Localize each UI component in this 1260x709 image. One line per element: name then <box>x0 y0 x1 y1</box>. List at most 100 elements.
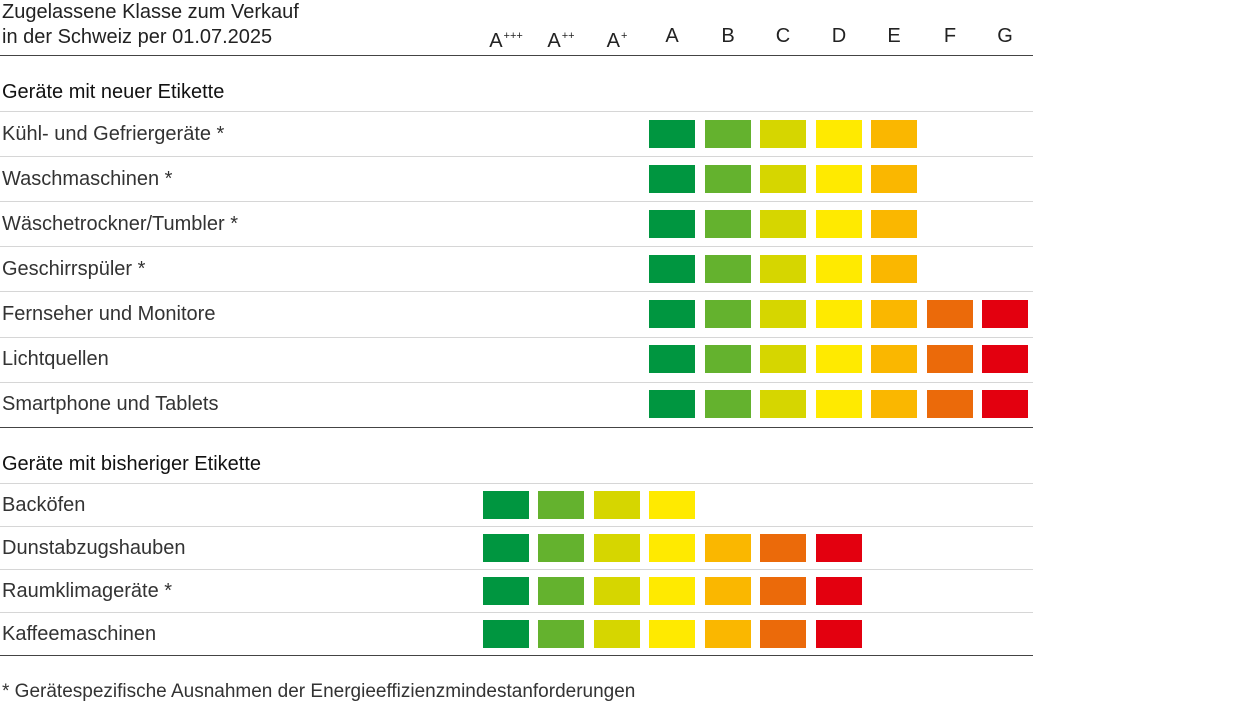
energy-class-cell <box>705 300 751 328</box>
energy-class-cell <box>649 577 695 605</box>
row-divider <box>0 337 1033 338</box>
energy-class-cell <box>927 390 973 418</box>
chart-title-line-2: in der Schweiz per 01.07.2025 <box>2 26 273 48</box>
energy-class-cell <box>927 345 973 373</box>
energy-class-cell <box>705 534 751 562</box>
section-end-divider <box>0 655 1033 656</box>
energy-class-cell <box>705 210 751 238</box>
column-label-base: C <box>775 25 791 47</box>
column-label: A <box>647 24 697 48</box>
energy-class-cell <box>871 345 917 373</box>
energy-class-cell <box>649 255 695 283</box>
section-end-divider <box>0 427 1033 428</box>
energy-class-cell <box>649 390 695 418</box>
row-label: Kaffeemaschinen <box>2 623 157 645</box>
column-label-base: D <box>831 25 847 47</box>
row-label: Geschirrspüler * <box>2 258 146 280</box>
column-label: G <box>980 24 1030 48</box>
row-label: Wäschetrockner/Tumbler * <box>2 213 238 235</box>
energy-class-cell <box>594 620 640 648</box>
energy-class-cell <box>649 210 695 238</box>
energy-class-cell <box>538 620 584 648</box>
energy-class-cell <box>760 210 806 238</box>
energy-class-cell <box>816 165 862 193</box>
energy-class-cell <box>649 165 695 193</box>
column-label: F <box>925 24 975 48</box>
row-label: Waschmaschinen * <box>2 168 173 190</box>
energy-class-cell <box>760 534 806 562</box>
energy-class-cell <box>705 165 751 193</box>
column-label-base: G <box>997 25 1013 47</box>
energy-class-cell <box>649 620 695 648</box>
energy-class-cell <box>483 577 529 605</box>
energy-class-cell <box>760 390 806 418</box>
energy-class-cell <box>649 491 695 519</box>
energy-class-cell <box>816 534 862 562</box>
energy-class-cell <box>649 300 695 328</box>
energy-class-cell <box>816 255 862 283</box>
energy-class-cell <box>816 390 862 418</box>
energy-class-cell <box>760 345 806 373</box>
energy-class-cell <box>816 120 862 148</box>
row-divider <box>0 111 1033 112</box>
energy-class-cell <box>871 390 917 418</box>
column-label: B <box>703 24 753 48</box>
column-label-superscript: + <box>620 30 628 42</box>
row-label: Dunstabzugshauben <box>2 537 186 559</box>
row-divider <box>0 291 1033 292</box>
column-label: D <box>814 24 864 48</box>
energy-class-cell <box>816 577 862 605</box>
energy-class-cell <box>871 255 917 283</box>
row-divider <box>0 612 1033 613</box>
row-divider <box>0 246 1033 247</box>
energy-class-cell <box>982 300 1028 328</box>
column-label: A+ <box>592 24 642 53</box>
energy-class-cell <box>594 534 640 562</box>
energy-class-cell <box>816 620 862 648</box>
energy-class-cell <box>649 345 695 373</box>
column-label: C <box>758 24 808 48</box>
energy-class-cell <box>705 620 751 648</box>
energy-class-cell <box>705 255 751 283</box>
energy-class-cell <box>538 534 584 562</box>
energy-class-cell <box>927 300 973 328</box>
energy-class-cell <box>760 255 806 283</box>
section-title: Geräte mit neuer Etikette <box>2 81 225 103</box>
row-label: Kühl- und Gefriergeräte * <box>2 123 225 145</box>
energy-class-cell <box>982 390 1028 418</box>
row-divider <box>0 569 1033 570</box>
row-label: Backöfen <box>2 494 86 516</box>
energy-class-cell <box>649 534 695 562</box>
energy-class-cell <box>705 345 751 373</box>
row-divider <box>0 201 1033 202</box>
row-label: Fernseher und Monitore <box>2 303 216 325</box>
energy-class-cell <box>816 300 862 328</box>
column-label-superscript: ++ <box>561 30 575 42</box>
energy-class-cell <box>760 165 806 193</box>
energy-class-cell <box>483 620 529 648</box>
energy-class-cell <box>871 210 917 238</box>
column-label-base: F <box>943 25 957 47</box>
footnote: * Gerätespezifische Ausnahmen der Energi… <box>2 681 636 702</box>
energy-class-cell <box>871 165 917 193</box>
header-divider <box>0 55 1033 56</box>
energy-class-cell <box>871 300 917 328</box>
energy-class-cell <box>538 491 584 519</box>
column-label-superscript: +++ <box>503 30 523 42</box>
energy-class-cell <box>538 577 584 605</box>
column-label-base: E <box>887 25 901 47</box>
chart-title-line-1: Zugelassene Klasse zum Verkauf <box>2 1 299 23</box>
energy-class-cell <box>982 345 1028 373</box>
energy-class-cell <box>705 120 751 148</box>
energy-class-cell <box>483 534 529 562</box>
energy-class-cell <box>816 345 862 373</box>
row-label: Raumklimageräte * <box>2 580 173 602</box>
column-label: A+++ <box>481 24 531 53</box>
section-title: Geräte mit bisheriger Etikette <box>2 453 261 475</box>
column-label: A++ <box>536 24 586 53</box>
row-label: Smartphone und Tablets <box>2 393 219 415</box>
column-label: E <box>869 24 919 48</box>
row-divider <box>0 526 1033 527</box>
energy-class-cell <box>760 300 806 328</box>
column-label-base: A <box>665 25 679 47</box>
